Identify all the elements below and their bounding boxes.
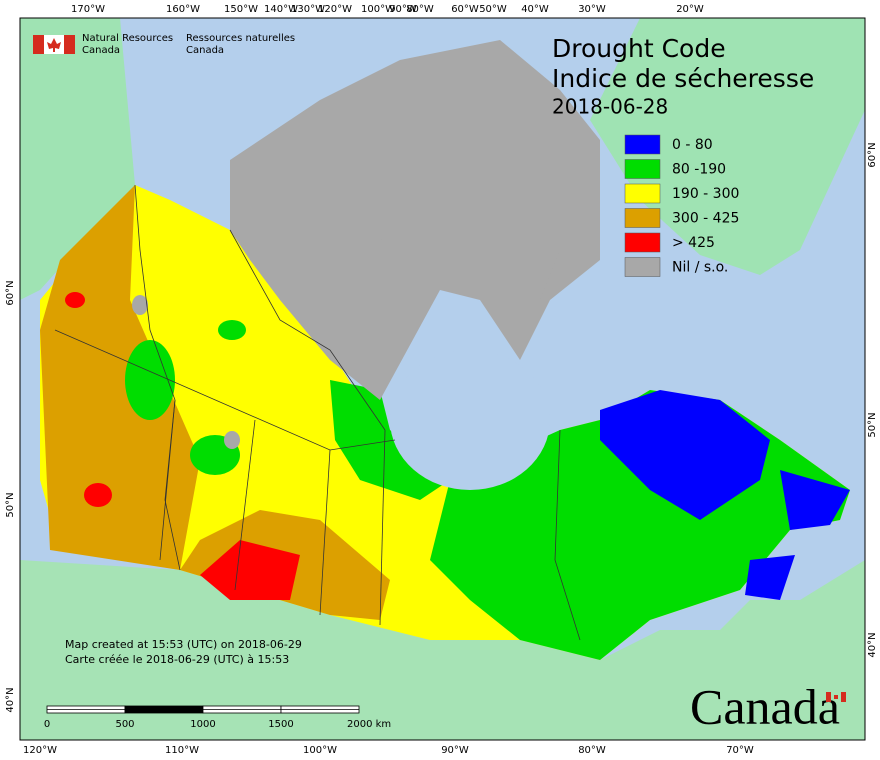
graticule-label: 40°N <box>867 632 878 657</box>
agency-fr: Canada <box>186 45 224 56</box>
graticule-label: 20°W <box>676 4 704 15</box>
legend-swatch <box>624 208 661 228</box>
legend-label: 300 - 425 <box>672 211 739 227</box>
graticule-label: 160°W <box>166 4 200 15</box>
graticule-label: 50°N <box>867 412 878 437</box>
agency-en: Canada <box>82 45 120 56</box>
graticule-label: 100°W <box>361 4 395 15</box>
graticule-label: 50°W <box>479 4 507 15</box>
legend-label: 0 - 80 <box>672 137 713 153</box>
wordmark: Canada <box>690 678 840 734</box>
graticule-label: 40°W <box>521 4 549 15</box>
legend-swatch <box>624 257 661 277</box>
frame <box>19 17 866 741</box>
legend-swatch <box>624 232 661 253</box>
graticule-label: 40°N <box>5 687 16 712</box>
legend-label: 190 - 300 <box>672 186 739 202</box>
scale-label: 500 <box>115 719 134 730</box>
graticule-label: 110°W <box>165 745 199 756</box>
graticule-label: 170°W <box>71 4 105 15</box>
agency-en: Natural Resources <box>82 33 173 44</box>
graticule-label: 60°N <box>5 280 16 305</box>
graticule-label: 50°N <box>5 492 16 517</box>
legend-swatch <box>624 159 661 179</box>
graticule-label: 140°W <box>264 4 298 15</box>
graticule-label: 120°W <box>23 745 57 756</box>
graticule-label: 120°W <box>318 4 352 15</box>
legend-label: Nil / s.o. <box>672 260 728 276</box>
graticule-label: 80°W <box>578 745 606 756</box>
legend-label: > 425 <box>672 235 715 251</box>
map-date: 2018-06-28 <box>552 95 668 119</box>
graticule-label: 90°W <box>389 4 417 15</box>
credit: Map created at 15:53 (UTC) on 2018-06-29 <box>65 638 302 651</box>
graticule-label: 100°W <box>303 745 337 756</box>
legend-swatch <box>624 134 661 155</box>
graticule-label: 80°W <box>406 4 434 15</box>
title-en: Drought Code <box>552 34 726 63</box>
graticule-label: 150°W <box>224 4 258 15</box>
graticule-label: 70°W <box>726 745 754 756</box>
graticule-label: 30°W <box>578 4 606 15</box>
logo <box>33 35 75 54</box>
wordmark-flag <box>826 692 846 702</box>
credit: Carte créée le 2018-06-29 (UTC) à 15:53 <box>65 653 289 666</box>
graticule-label: 60°W <box>451 4 479 15</box>
legend-label: 80 -190 <box>672 162 726 178</box>
graticule-label: 90°W <box>441 745 469 756</box>
land <box>20 18 865 740</box>
scale-label: 1500 <box>268 719 293 730</box>
legend-swatch <box>624 183 661 204</box>
graticule-label: 60°N <box>867 142 878 167</box>
scale-label: 0 <box>44 719 50 730</box>
graticule-label: 130°W <box>291 4 325 15</box>
title-fr: Indice de sécheresse <box>552 64 814 93</box>
scale-label: 2000 km <box>347 719 391 730</box>
borders <box>54 184 581 641</box>
agency-fr: Ressources naturelles <box>186 33 295 44</box>
scale-label: 1000 <box>190 719 215 730</box>
scale-bar <box>46 705 360 714</box>
